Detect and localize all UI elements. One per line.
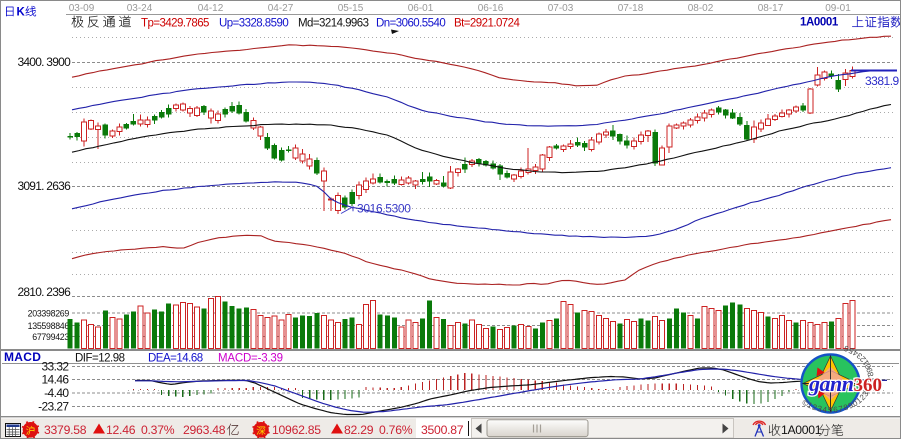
- svg-text:2: 2: [811, 402, 819, 412]
- svg-text:9: 9: [847, 400, 855, 410]
- svg-text:3400. 3900: 3400. 3900: [17, 55, 71, 69]
- svg-text:04-12: 04-12: [198, 3, 224, 14]
- svg-text:Dn=3060.5540: Dn=3060.5540: [376, 18, 445, 30]
- svg-text:12.46: 12.46: [106, 423, 136, 437]
- svg-text:3381.9: 3381.9: [865, 74, 900, 88]
- svg-text:Bt=2921.0724: Bt=2921.0724: [454, 18, 520, 30]
- svg-text:04-27: 04-27: [268, 3, 294, 14]
- svg-text:1A0001: 1A0001: [800, 17, 839, 29]
- svg-text:9: 9: [865, 366, 875, 374]
- svg-text:6: 6: [833, 405, 839, 414]
- svg-text:82.29: 82.29: [344, 423, 374, 437]
- svg-text:DEA=14.68: DEA=14.68: [148, 353, 203, 365]
- svg-text:6: 6: [866, 379, 876, 385]
- svg-text:1A0001: 1A0001: [781, 423, 822, 437]
- svg-text:2963.48: 2963.48: [183, 423, 226, 437]
- svg-text:08-02: 08-02: [688, 3, 714, 14]
- svg-text:0: 0: [851, 398, 860, 408]
- svg-text:67799423: 67799423: [32, 332, 69, 342]
- svg-text:MACD: MACD: [4, 350, 41, 364]
- svg-text:10962.85: 10962.85: [272, 423, 321, 437]
- svg-text:8: 8: [866, 371, 876, 377]
- svg-text:03-09: 03-09: [69, 3, 95, 14]
- svg-text:Up=3328.8590: Up=3328.8590: [219, 18, 288, 30]
- svg-text:©: ©: [800, 398, 810, 409]
- svg-text:Tp=3429.7865: Tp=3429.7865: [141, 18, 209, 30]
- svg-text:3: 3: [816, 404, 823, 414]
- svg-text:3091. 2636: 3091. 2636: [17, 179, 71, 193]
- svg-text:gann360: gann360: [808, 371, 882, 396]
- svg-text:2: 2: [858, 392, 868, 402]
- svg-text:0.37%: 0.37%: [141, 423, 175, 437]
- svg-text:Md=3214.9963: Md=3214.9963: [298, 18, 369, 30]
- svg-text:135598846: 135598846: [28, 321, 70, 331]
- svg-text:-4.40: -4.40: [44, 386, 69, 400]
- svg-text:5: 5: [847, 345, 855, 355]
- svg-text:06-01: 06-01: [408, 3, 434, 14]
- svg-text:33.32: 33.32: [41, 360, 69, 374]
- svg-text:MACD=-3.39: MACD=-3.39: [218, 353, 283, 365]
- svg-text:2810. 2396: 2810. 2396: [17, 285, 71, 299]
- svg-text:0.76%: 0.76%: [379, 423, 413, 437]
- svg-text:8: 8: [842, 402, 850, 412]
- svg-text:1: 1: [855, 395, 865, 405]
- svg-text:4: 4: [863, 386, 873, 395]
- svg-text:7: 7: [866, 375, 875, 380]
- svg-text:07-03: 07-03: [548, 3, 574, 14]
- svg-text:4: 4: [851, 348, 860, 358]
- svg-text:4: 4: [822, 405, 828, 415]
- svg-text:203398269: 203398269: [28, 309, 70, 319]
- svg-text:3: 3: [861, 389, 871, 398]
- svg-text:3379.58: 3379.58: [44, 423, 87, 437]
- svg-text:K: K: [17, 7, 26, 19]
- svg-text:06-16: 06-16: [478, 3, 504, 14]
- svg-text:08-17: 08-17: [758, 3, 784, 14]
- svg-text:-23.27: -23.27: [38, 400, 69, 414]
- svg-text:3016.5300: 3016.5300: [357, 202, 411, 216]
- svg-text:5: 5: [828, 405, 833, 414]
- svg-text:5: 5: [865, 382, 875, 390]
- svg-text:1: 1: [861, 358, 871, 367]
- svg-text:6: 6: [842, 343, 850, 353]
- svg-text:03-24: 03-24: [127, 3, 153, 14]
- svg-text:7: 7: [838, 404, 845, 414]
- svg-text:07-18: 07-18: [618, 3, 644, 14]
- svg-text:3: 3: [855, 350, 865, 360]
- svg-text:14.46: 14.46: [41, 373, 69, 387]
- svg-text:05-15: 05-15: [338, 3, 364, 14]
- svg-text:09-01: 09-01: [825, 3, 851, 14]
- svg-text:DIF=12.98: DIF=12.98: [75, 353, 125, 365]
- svg-text:0: 0: [863, 362, 873, 371]
- svg-text:1: 1: [806, 400, 814, 410]
- svg-text:3500.87: 3500.87: [421, 423, 464, 437]
- svg-text:2: 2: [858, 354, 868, 364]
